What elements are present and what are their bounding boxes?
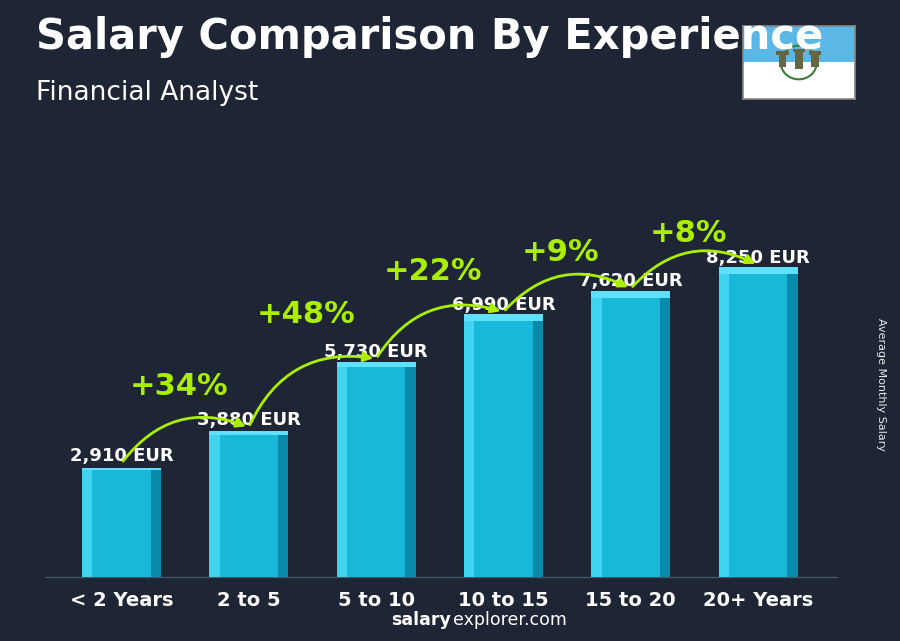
Bar bbox=[337, 364, 347, 577]
Bar bbox=[718, 271, 797, 577]
Bar bbox=[337, 362, 416, 367]
Text: 2,910 EUR: 2,910 EUR bbox=[69, 447, 173, 465]
Bar bbox=[464, 317, 543, 577]
Text: 3,880 EUR: 3,880 EUR bbox=[197, 411, 301, 429]
Bar bbox=[278, 433, 288, 577]
Bar bbox=[464, 314, 543, 320]
Bar bbox=[210, 433, 220, 577]
Bar bbox=[809, 51, 821, 55]
Text: +48%: +48% bbox=[256, 300, 356, 329]
Text: ★: ★ bbox=[795, 37, 803, 46]
Bar bbox=[210, 433, 288, 577]
Text: Salary Comparison By Experience: Salary Comparison By Experience bbox=[36, 16, 824, 58]
Bar bbox=[210, 431, 288, 435]
Bar bbox=[718, 271, 729, 577]
Text: Financial Analyst: Financial Analyst bbox=[36, 80, 258, 106]
Text: salary: salary bbox=[392, 612, 452, 629]
Text: +34%: +34% bbox=[130, 372, 228, 401]
Text: 7,620 EUR: 7,620 EUR bbox=[579, 272, 682, 290]
Bar bbox=[405, 364, 416, 577]
Bar bbox=[742, 62, 855, 99]
Bar bbox=[811, 54, 819, 67]
Bar bbox=[660, 294, 670, 577]
Text: +9%: +9% bbox=[522, 238, 599, 267]
Bar bbox=[82, 469, 92, 577]
Bar bbox=[776, 51, 788, 55]
Bar bbox=[795, 52, 803, 69]
Text: 5,730 EUR: 5,730 EUR bbox=[324, 342, 428, 360]
Bar bbox=[337, 364, 416, 577]
Bar bbox=[742, 26, 855, 62]
Text: 6,990 EUR: 6,990 EUR bbox=[452, 296, 555, 314]
Bar bbox=[533, 317, 543, 577]
Bar bbox=[718, 267, 797, 274]
Bar bbox=[150, 469, 161, 577]
Text: 8,250 EUR: 8,250 EUR bbox=[706, 249, 810, 267]
Text: +22%: +22% bbox=[384, 257, 482, 286]
Bar bbox=[793, 49, 805, 53]
Bar bbox=[464, 317, 474, 577]
Bar bbox=[788, 271, 797, 577]
Bar bbox=[82, 468, 161, 470]
Bar bbox=[591, 294, 601, 577]
Bar bbox=[591, 294, 670, 577]
Bar bbox=[82, 469, 161, 577]
Text: explorer.com: explorer.com bbox=[453, 612, 567, 629]
Bar bbox=[778, 54, 787, 67]
Text: Average Monthly Salary: Average Monthly Salary bbox=[877, 318, 886, 451]
Bar bbox=[591, 291, 670, 297]
Text: +8%: +8% bbox=[649, 219, 727, 247]
